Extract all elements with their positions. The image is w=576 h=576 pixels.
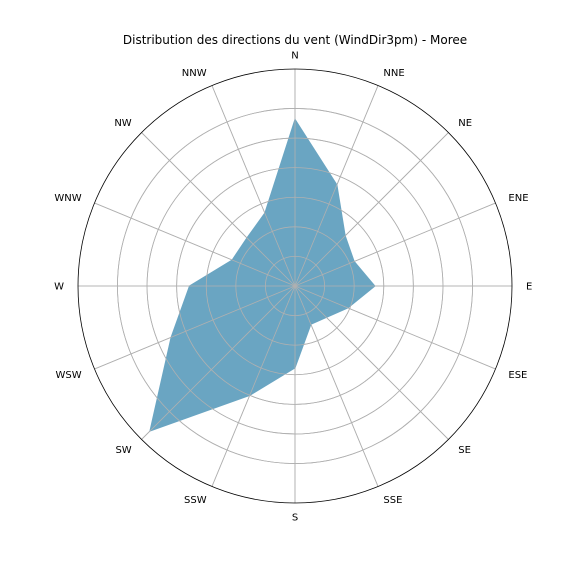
direction-label-nw: NW bbox=[114, 118, 131, 129]
direction-label-s: S bbox=[292, 513, 298, 524]
direction-label-sse: SSE bbox=[383, 495, 402, 506]
spoke-se-overlay bbox=[294, 285, 449, 440]
spoke-nnw-overlay bbox=[211, 85, 296, 287]
spoke-ene-overlay bbox=[294, 202, 496, 287]
direction-label-nne: NNE bbox=[383, 68, 404, 79]
spoke-wsw-overlay bbox=[94, 285, 296, 370]
direction-label-ssw: SSW bbox=[184, 495, 207, 506]
data-layer bbox=[149, 118, 376, 432]
spoke-wnw-overlay bbox=[94, 202, 296, 287]
spoke-sse-overlay bbox=[294, 285, 379, 487]
direction-label-wnw: WNW bbox=[54, 193, 81, 204]
direction-label-n: N bbox=[291, 51, 298, 62]
spoke-sw-overlay bbox=[141, 285, 296, 440]
direction-label-nnw: NNW bbox=[182, 68, 207, 79]
direction-label-ne: NE bbox=[458, 118, 472, 129]
spoke-ne-overlay bbox=[294, 132, 449, 287]
chart-title: Distribution des directions du vent (Win… bbox=[123, 33, 467, 47]
direction-label-ese: ESE bbox=[508, 370, 527, 381]
spoke-ese-overlay bbox=[294, 285, 496, 370]
polar-frame bbox=[77, 68, 513, 504]
direction-label-wsw: WSW bbox=[55, 370, 81, 381]
spoke-nw-overlay bbox=[141, 132, 296, 287]
spoke-nne-overlay bbox=[294, 85, 379, 287]
direction-label-e: E bbox=[526, 282, 532, 293]
grid-overlay bbox=[78, 69, 512, 503]
direction-labels: N NNE NE ENE E ESE SE SSE S SSW SW WSW W WNW NW NNW bbox=[54, 51, 532, 524]
wind-direction-area bbox=[149, 118, 376, 432]
direction-label-sw: SW bbox=[115, 445, 131, 456]
direction-label-ene: ENE bbox=[508, 193, 528, 204]
direction-label-w: W bbox=[54, 282, 64, 293]
spoke-ssw-overlay bbox=[211, 285, 296, 487]
direction-label-se: SE bbox=[458, 445, 471, 456]
